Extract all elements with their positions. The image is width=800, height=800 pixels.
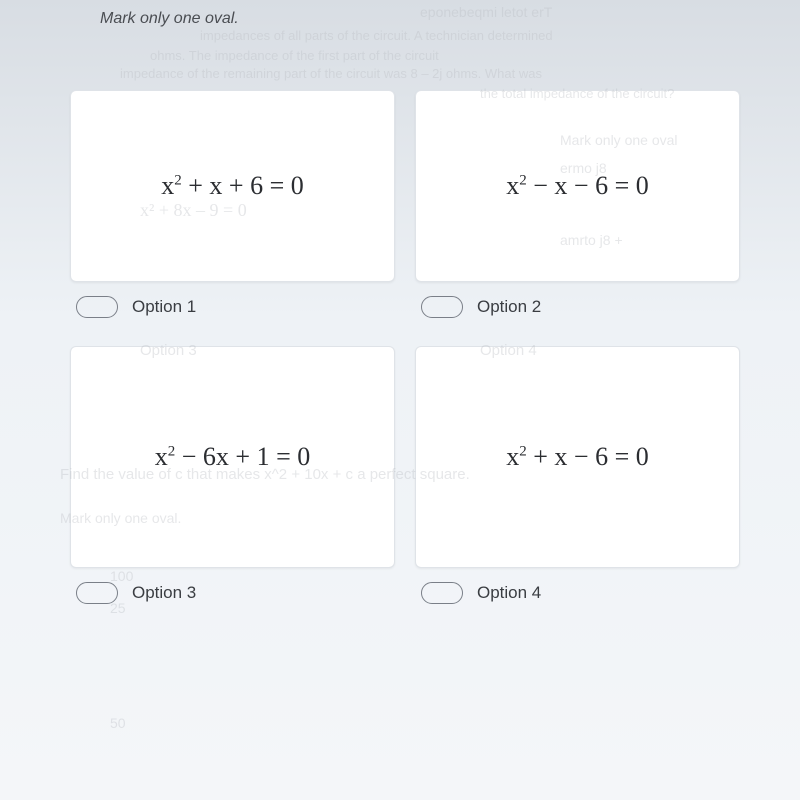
option-cell-1: x2 + x + 6 = 0 Option 1 xyxy=(70,90,395,318)
option-oval-3[interactable] xyxy=(76,582,118,604)
ghost-text: impedances of all parts of the circuit. … xyxy=(200,28,553,43)
option-label-1: Option 1 xyxy=(132,297,196,317)
ghost-text: ohms. The impedance of the first part of… xyxy=(150,48,439,63)
option-cell-3: x2 − 6x + 1 = 0 Option 3 xyxy=(70,346,395,604)
options-grid: x2 + x + 6 = 0 Option 1 x2 − x − 6 = 0 O… xyxy=(70,90,740,604)
option-oval-2[interactable] xyxy=(421,296,463,318)
equation-1: x2 + x + 6 = 0 xyxy=(161,171,304,201)
equation-2: x2 − x − 6 = 0 xyxy=(506,171,649,201)
option-card-2: x2 − x − 6 = 0 xyxy=(415,90,740,282)
option-oval-4[interactable] xyxy=(421,582,463,604)
option-oval-1[interactable] xyxy=(76,296,118,318)
ghost-text: 50 xyxy=(110,715,126,731)
ghost-text: eponebeqmi letot erT xyxy=(420,4,552,20)
option-card-1: x2 + x + 6 = 0 xyxy=(70,90,395,282)
equation-3: x2 − 6x + 1 = 0 xyxy=(155,442,311,472)
option-row-3[interactable]: Option 3 xyxy=(70,582,395,604)
option-row-1[interactable]: Option 1 xyxy=(70,296,395,318)
option-cell-2: x2 − x − 6 = 0 Option 2 xyxy=(415,90,740,318)
option-card-3: x2 − 6x + 1 = 0 xyxy=(70,346,395,568)
equation-4: x2 + x − 6 = 0 xyxy=(506,442,649,472)
option-row-4[interactable]: Option 4 xyxy=(415,582,740,604)
ghost-text: impedance of the remaining part of the c… xyxy=(120,66,542,81)
option-cell-4: x2 + x − 6 = 0 Option 4 xyxy=(415,346,740,604)
option-card-4: x2 + x − 6 = 0 xyxy=(415,346,740,568)
option-label-2: Option 2 xyxy=(477,297,541,317)
option-label-3: Option 3 xyxy=(132,583,196,603)
option-row-2[interactable]: Option 2 xyxy=(415,296,740,318)
instruction-text: Mark only one oval. xyxy=(100,10,239,28)
option-label-4: Option 4 xyxy=(477,583,541,603)
